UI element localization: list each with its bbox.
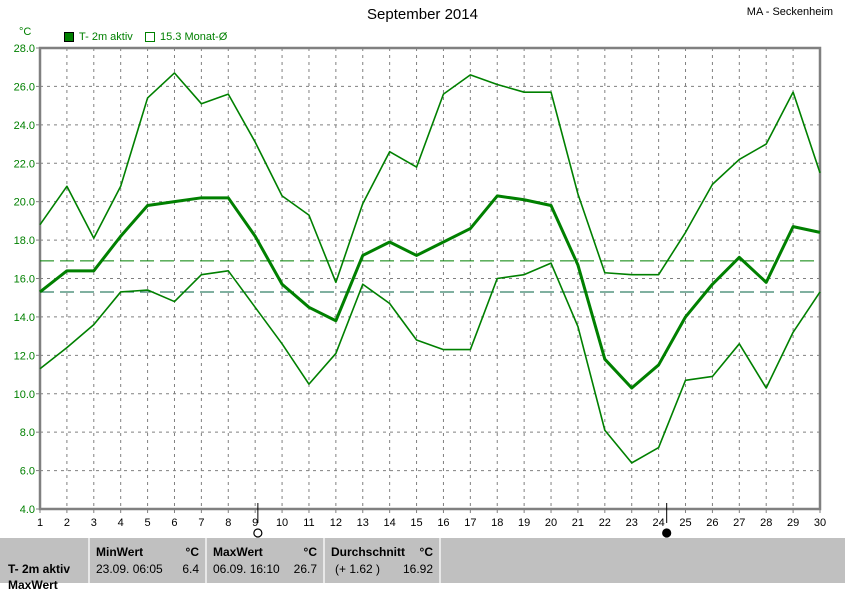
y-axis-unit: °C	[19, 26, 32, 38]
x-tick-label: 25	[679, 517, 691, 529]
stats-min: MinWert °C 23.09. 06:05 6.4	[88, 538, 205, 583]
max-unit: °C	[303, 545, 317, 559]
stats-panel: T- 2m aktiv MaxWert MinWert °C 23.09. 06…	[0, 538, 845, 592]
x-tick-label: 4	[118, 517, 124, 529]
y-tick-label: 16.0	[14, 274, 35, 286]
x-tick-label: 24	[652, 517, 664, 529]
avg-value: 16.92	[402, 562, 433, 576]
legend-item-t2m[interactable]: T- 2m aktiv	[64, 31, 133, 43]
station-name: MA - Seckenheim	[746, 6, 833, 18]
x-tick-label: 22	[599, 517, 611, 529]
x-tick-label: 23	[626, 517, 638, 529]
y-tick-label: 10.0	[14, 389, 35, 401]
stats-row2-label: MaxWert	[8, 578, 58, 592]
series-line-mean	[39, 194, 821, 390]
series-line-max	[39, 72, 821, 284]
y-tick-label: 20.0	[14, 197, 35, 209]
legend-label: T- 2m aktiv	[79, 31, 133, 43]
max-datetime: 06.09. 16:10	[213, 562, 280, 576]
y-tick-label: 28.0	[14, 43, 35, 55]
x-tick-label: 18	[491, 517, 503, 529]
x-tick-label: 19	[518, 517, 530, 529]
x-tick-label: 16	[437, 517, 449, 529]
y-tick-label: 24.0	[14, 120, 35, 132]
stats-avg: Durchschnitt °C (+ 1.62 ) 16.92	[323, 538, 441, 583]
legend-swatch-filled	[64, 32, 74, 42]
min-value: 6.4	[182, 562, 199, 576]
stats-max: MaxWert °C 06.09. 16:10 26.7	[205, 538, 323, 583]
y-tick-label: 26.0	[14, 81, 35, 93]
x-tick-label: 28	[760, 517, 772, 529]
temperature-chart: 4.0 6.0 8.0 10.0 12.0 14.0 16.0 18.0 20.0 22.0 24.…	[14, 43, 826, 538]
chart-title: September 2014	[367, 6, 478, 23]
legend-item-month-avg[interactable]: 15.3 Monat-Ø	[145, 31, 227, 43]
x-tick-label: 10	[276, 517, 288, 529]
x-tick-label: 17	[464, 517, 476, 529]
x-tick-label: 13	[357, 517, 369, 529]
y-tick-label: 18.0	[14, 235, 35, 247]
full-moon-icon	[253, 528, 263, 538]
x-tick-label: 15	[410, 517, 422, 529]
stats-row-label: T- 2m aktiv	[8, 562, 71, 576]
x-tick-label: 1	[37, 517, 43, 529]
x-tick-label: 3	[91, 517, 97, 529]
x-tick-label: 29	[787, 517, 799, 529]
x-tick-label: 9	[252, 517, 258, 529]
x-tick-label: 12	[330, 517, 342, 529]
x-tick-label: 27	[733, 517, 745, 529]
legend-swatch-empty	[145, 32, 155, 42]
max-value: 26.7	[293, 562, 317, 576]
min-header: MinWert	[96, 545, 144, 559]
x-tick-label: 26	[706, 517, 718, 529]
max-header: MaxWert	[213, 545, 263, 559]
x-tick-label: 21	[572, 517, 584, 529]
avg-unit: °C	[419, 545, 433, 559]
y-tick-label: 14.0	[14, 312, 35, 324]
x-tick-label: 2	[64, 517, 70, 529]
y-tick-label: 6.0	[20, 466, 35, 478]
min-datetime: 23.09. 06:05	[96, 562, 163, 576]
series-line-min	[39, 262, 821, 464]
x-tick-label: 7	[198, 517, 204, 529]
x-tick-label: 11	[303, 517, 314, 529]
y-tick-label: 4.0	[20, 504, 35, 516]
y-tick-label: 12.0	[14, 350, 35, 362]
avg-header: Durchschnitt	[331, 545, 406, 559]
x-tick-label: 20	[545, 517, 557, 529]
new-moon-icon	[662, 528, 672, 538]
legend-label: 15.3 Monat-Ø	[160, 31, 228, 43]
x-tick-label: 30	[814, 517, 826, 529]
y-tick-label: 8.0	[20, 427, 35, 439]
x-tick-label: 8	[225, 517, 231, 529]
y-tick-label: 22.0	[14, 158, 35, 170]
min-unit: °C	[185, 545, 199, 559]
x-tick-label: 6	[171, 517, 177, 529]
plot-frame	[38, 46, 822, 511]
x-tick-label: 14	[384, 517, 396, 529]
avg-deviation: (+ 1.62 )	[335, 562, 381, 576]
x-tick-label: 5	[145, 517, 151, 529]
